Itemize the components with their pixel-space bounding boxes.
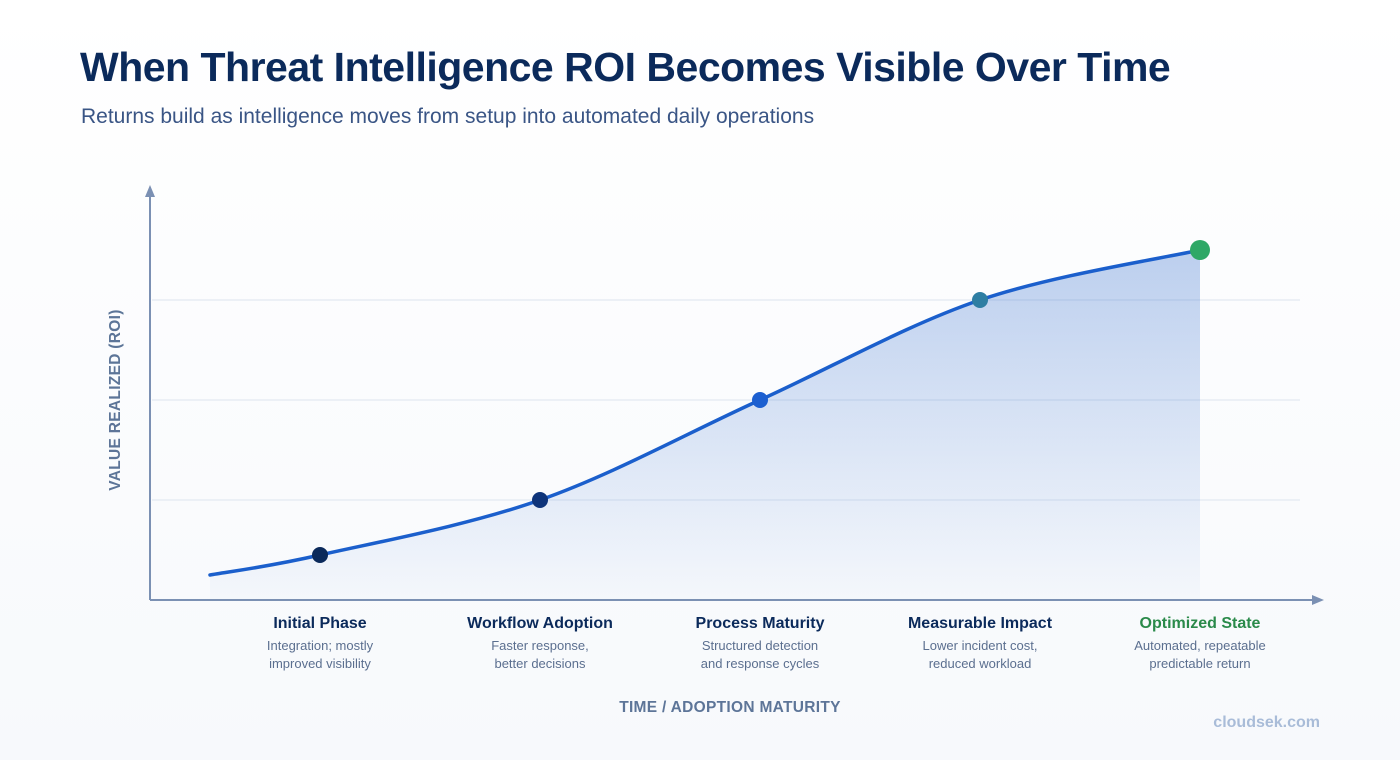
category-description: Faster response, <box>491 638 589 653</box>
watermark: cloudsek.com <box>1213 714 1320 731</box>
data-point <box>532 492 548 508</box>
category-description: predictable return <box>1149 656 1250 671</box>
category-description: better decisions <box>494 656 586 671</box>
x-axis-label: TIME / ADOPTION MATURITY <box>619 699 841 716</box>
category-description: Integration; mostly <box>267 638 374 653</box>
category-description: and response cycles <box>701 656 820 671</box>
category-label: Process Maturity <box>696 615 825 632</box>
chart-title: When Threat Intelligence ROI Becomes Vis… <box>80 44 1171 90</box>
data-point <box>312 547 328 563</box>
category-label: Optimized State <box>1140 615 1261 632</box>
category-description: Lower incident cost, <box>923 638 1038 653</box>
category-label: Initial Phase <box>273 615 366 632</box>
category-description: Automated, repeatable <box>1134 638 1266 653</box>
axes <box>145 185 1324 605</box>
category-description: Structured detection <box>702 638 818 653</box>
data-point <box>752 392 768 408</box>
data-point <box>1190 240 1210 260</box>
y-axis-arrow <box>145 185 155 197</box>
y-axis-label: VALUE REALIZED (ROI) <box>107 309 124 490</box>
category-label: Workflow Adoption <box>467 615 613 632</box>
data-point <box>972 292 988 308</box>
x-axis-arrow <box>1312 595 1324 605</box>
category-description: reduced workload <box>929 656 1032 671</box>
data-points <box>312 240 1210 563</box>
chart-subtitle: Returns build as intelligence moves from… <box>81 105 815 128</box>
category-description: improved visibility <box>269 656 371 671</box>
area-fill <box>210 250 1200 600</box>
category-label: Measurable Impact <box>908 615 1053 632</box>
category-labels: Initial Phase Integration; mostly improved… <box>267 615 1266 671</box>
